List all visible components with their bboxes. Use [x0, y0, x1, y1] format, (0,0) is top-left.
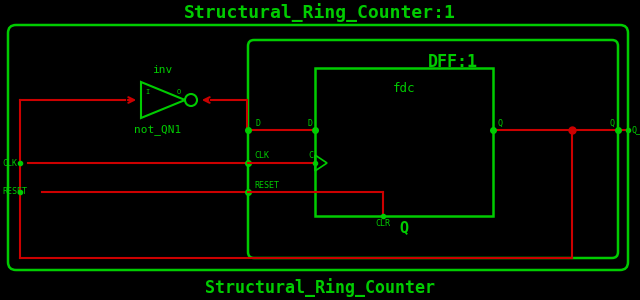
- Text: D: D: [308, 118, 313, 127]
- Text: Q: Q: [399, 220, 408, 236]
- Text: not_QN1: not_QN1: [134, 124, 182, 136]
- Text: O: O: [177, 89, 181, 95]
- Text: fdc: fdc: [393, 82, 415, 94]
- Text: CLK: CLK: [2, 158, 17, 167]
- Bar: [315, 68, 493, 216]
- FancyBboxPatch shape: [8, 25, 628, 270]
- Text: DFF:1: DFF:1: [428, 53, 478, 71]
- Text: I: I: [145, 89, 149, 95]
- Text: Q_OUT(3:0): Q_OUT(3:0): [632, 125, 640, 134]
- Text: Q: Q: [497, 118, 502, 127]
- Text: D: D: [256, 118, 261, 127]
- FancyBboxPatch shape: [248, 40, 618, 258]
- Text: Structural_Ring_Counter: Structural_Ring_Counter: [205, 278, 435, 298]
- Text: CLK: CLK: [254, 152, 269, 160]
- Text: inv: inv: [153, 65, 173, 75]
- Text: Q: Q: [609, 118, 614, 127]
- Text: Structural_Ring_Counter:1: Structural_Ring_Counter:1: [184, 4, 456, 22]
- Text: CLR: CLR: [375, 220, 390, 229]
- Text: RESET: RESET: [2, 188, 27, 196]
- Text: C: C: [308, 152, 313, 160]
- Text: RESET: RESET: [254, 181, 279, 190]
